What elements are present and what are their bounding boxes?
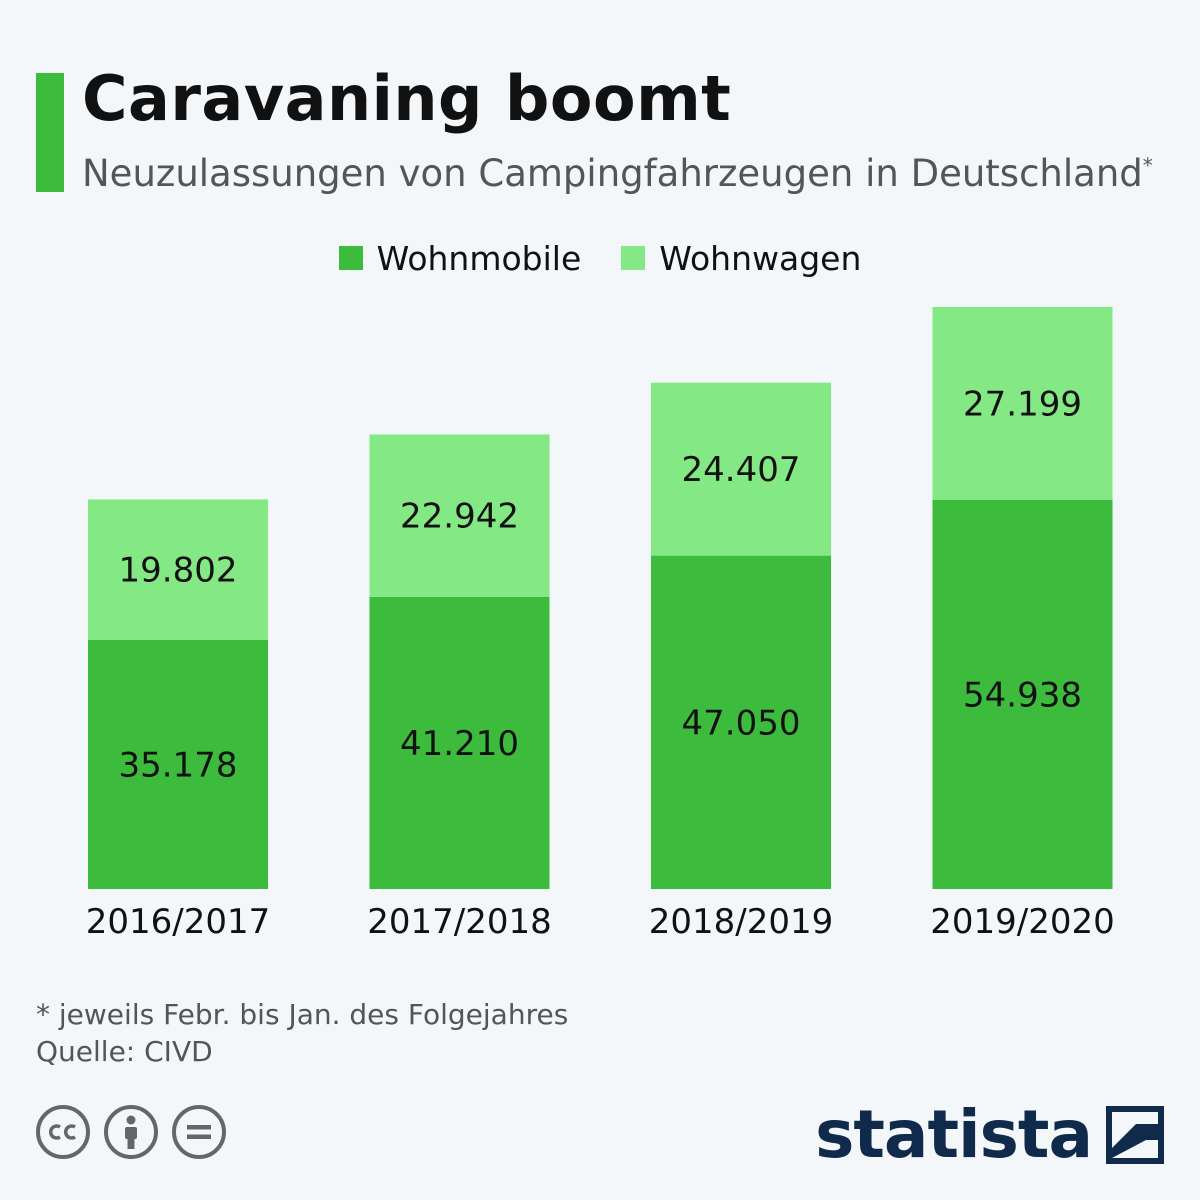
person-glyph [125,1115,137,1149]
bar-wohnmobile-1 [88,639,268,889]
subtitle-footnote-marker: * [1142,153,1153,178]
chart-subtitle: Neuzulassungen von Campingfahrzeugen in … [82,152,1153,196]
bar-wohnwagen-2 [369,434,550,597]
data-label-wohnwagen-1: 19.802 [119,551,238,591]
subtitle-text: Neuzulassungen von Campingfahrzeugen in … [82,152,1143,195]
footnote-note: * jeweils Febr. bis Jan. des Folgejahres [36,998,569,1031]
legend-swatch-wohnmobile [338,246,363,270]
bar-wohnwagen-4 [932,307,1113,500]
x-tick-label-4: 2019/2020 [930,902,1115,942]
cc-glyph [49,1124,76,1140]
bar-wohnwagen-1 [88,499,268,640]
legend-label-wohnwagen: Wohnwagen [659,238,862,278]
x-tick-label-2: 2017/2018 [367,902,552,942]
statista-logo[interactable]: statista [815,1102,1164,1168]
title-accent-bar [36,73,64,192]
data-label-wohnmobile-2: 41.210 [400,724,519,764]
logo-mark-icon [1106,1106,1164,1164]
bar-wohnmobile-3 [651,555,831,889]
equals-icon[interactable] [172,1105,226,1159]
data-label-wohnwagen-2: 22.942 [400,497,519,537]
data-label-wohnmobile-3: 47.050 [682,703,801,743]
chart-title: Caravaning boomt [82,62,732,135]
bar-wohnwagen-3 [651,382,831,556]
data-label-wohnwagen-3: 24.407 [682,450,801,490]
legend-label-wohnmobile: Wohnmobile [376,238,582,278]
chart-legend: Wohnmobile Wohnwagen [0,236,1200,280]
legend-item-wohnmobile: Wohnmobile [338,238,582,278]
equals-glyph [187,1125,211,1139]
x-tick-label-1: 2016/2017 [86,902,271,942]
data-label-wohnmobile-1: 35.178 [119,745,238,785]
x-tick-label-3: 2018/2019 [649,902,834,942]
cc-icon[interactable] [36,1105,90,1159]
license-icons [36,1105,226,1159]
data-label-wohnmobile-4: 54.938 [963,675,1082,715]
legend-item-wohnwagen: Wohnwagen [621,239,861,278]
data-label-wohnwagen-4: 27.199 [963,384,1082,424]
bar-wohnmobile-2 [369,596,550,889]
bar-wohnmobile-4 [932,499,1113,889]
legend-swatch-wohnwagen [621,246,646,270]
footnote-source: Quelle: CIVD [36,1035,213,1068]
footnote: * jeweils Febr. bis Jan. des Folgejahres… [36,996,568,1070]
logo-wordmark: statista [815,1096,1093,1173]
person-icon[interactable] [104,1105,158,1159]
